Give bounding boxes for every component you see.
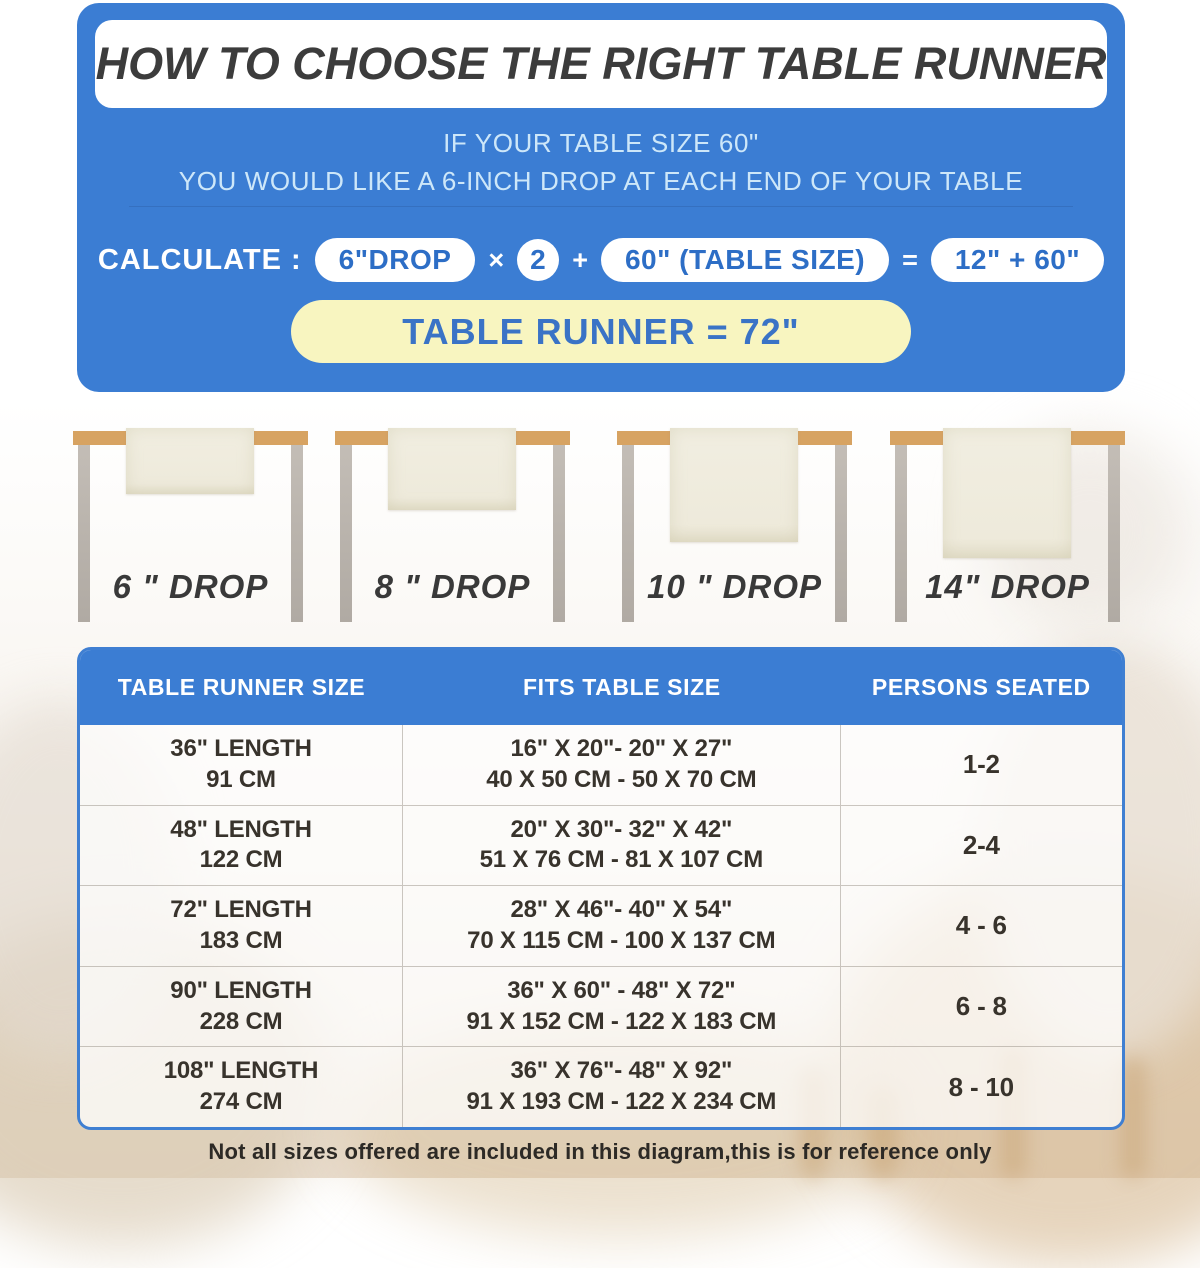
persons-seated: 8 - 10 bbox=[948, 1071, 1014, 1102]
runner-shape bbox=[388, 428, 516, 510]
title-bar: HOW TO CHOOSE THE RIGHT TABLE RUNNER bbox=[95, 20, 1107, 108]
runner-size-inches: 72" LENGTH bbox=[170, 896, 312, 924]
drop-value-pill: 6"DROP bbox=[314, 238, 476, 282]
column-header: FITS TABLE SIZE bbox=[522, 674, 721, 700]
fits-cm: 51 X 76 CM - 81 X 107 CM bbox=[479, 846, 764, 874]
persons-seated: 1-2 bbox=[962, 749, 1000, 780]
table-row: 108" LENGTH 274 CM 36" X 76"- 48" X 92" … bbox=[80, 1046, 1122, 1127]
fits-inches: 20" X 30"- 32" X 42" bbox=[510, 815, 733, 843]
runner-shape bbox=[670, 428, 798, 542]
result-pill: TABLE RUNNER = 72" bbox=[291, 300, 911, 363]
table-leg bbox=[78, 444, 90, 622]
divider-line bbox=[129, 206, 1073, 207]
table-diagram-14in: 14" DROP bbox=[890, 428, 1125, 633]
runner-size-cm: 91 CM bbox=[206, 765, 276, 793]
plus-operator: + bbox=[572, 244, 588, 275]
column-header: PERSONS SEATED bbox=[871, 674, 1091, 700]
runner-size-cm: 122 CM bbox=[199, 846, 283, 874]
persons-seated: 2-4 bbox=[962, 829, 1000, 860]
fits-cm: 40 X 50 CM - 50 X 70 CM bbox=[486, 765, 757, 793]
runner-shape bbox=[943, 428, 1071, 558]
header-panel: HOW TO CHOOSE THE RIGHT TABLE RUNNER IF … bbox=[77, 3, 1125, 392]
size-chart-body: 36" LENGTH 91 CM 16" X 20"- 20" X 27" 40… bbox=[80, 725, 1122, 1127]
table-leg bbox=[622, 444, 634, 622]
runner-size-cm: 274 CM bbox=[199, 1088, 283, 1116]
fits-inches: 16" X 20"- 20" X 27" bbox=[510, 735, 733, 763]
table-leg bbox=[1108, 444, 1120, 622]
drop-label: 10 " DROP bbox=[646, 568, 823, 605]
size-chart-header: TABLE RUNNER SIZE FITS TABLE SIZE PERSON… bbox=[80, 650, 1122, 725]
table-diagram-6in: 6 " DROP bbox=[73, 428, 308, 633]
table-row: 90" LENGTH 228 CM 36" X 60" - 48" X 72" … bbox=[80, 965, 1122, 1047]
drop-label: 14" DROP bbox=[925, 568, 1090, 605]
drop-label: 8 " DROP bbox=[374, 568, 531, 605]
fits-cm: 91 X 193 CM - 122 X 234 CM bbox=[466, 1088, 777, 1116]
table-row: 36" LENGTH 91 CM 16" X 20"- 20" X 27" 40… bbox=[80, 725, 1122, 805]
table-leg bbox=[895, 444, 907, 622]
calculate-label: CALCULATE : bbox=[97, 243, 302, 276]
persons-seated: 6 - 8 bbox=[955, 990, 1007, 1021]
column-header: TABLE RUNNER SIZE bbox=[117, 674, 366, 700]
sum-pill: 12" + 60" bbox=[930, 238, 1105, 282]
calculation-row: CALCULATE : 6"DROP × 2 + 60" (TABLE SIZE… bbox=[77, 235, 1125, 285]
subtitle-line2: YOU WOULD LIKE A 6-INCH DROP AT EACH END… bbox=[178, 166, 1024, 196]
runner-size-inches: 36" LENGTH bbox=[170, 735, 312, 763]
runner-size-cm: 228 CM bbox=[199, 1007, 283, 1035]
fits-cm: 91 X 152 CM - 122 X 183 CM bbox=[466, 1007, 777, 1035]
table-row: 72" LENGTH 183 CM 28" X 46"- 40" X 54" 7… bbox=[80, 885, 1122, 966]
table-leg bbox=[340, 444, 352, 622]
persons-seated: 4 - 6 bbox=[955, 910, 1007, 941]
multiply-operator: × bbox=[488, 244, 505, 275]
runner-size-inches: 108" LENGTH bbox=[163, 1057, 319, 1085]
fits-inches: 28" X 46"- 40" X 54" bbox=[510, 896, 733, 924]
table-leg bbox=[835, 444, 847, 622]
fits-cm: 70 X 115 CM - 100 X 137 CM bbox=[467, 926, 776, 954]
drop-label: 6 " DROP bbox=[112, 568, 269, 605]
fits-inches: 36" X 60" - 48" X 72" bbox=[507, 976, 736, 1004]
subtitle-line1: IF YOUR TABLE SIZE 60" bbox=[443, 128, 759, 158]
table-leg bbox=[291, 444, 303, 622]
runner-size-inches: 90" LENGTH bbox=[170, 976, 312, 1004]
result-text: TABLE RUNNER = 72" bbox=[402, 310, 800, 352]
page-title: HOW TO CHOOSE THE RIGHT TABLE RUNNER bbox=[95, 38, 1107, 89]
table-leg bbox=[553, 444, 565, 622]
multiplier-pill: 2 bbox=[517, 239, 560, 281]
footer-note: Not all sizes offered are included in th… bbox=[208, 1139, 992, 1164]
fits-inches: 36" X 76"- 48" X 92" bbox=[510, 1057, 733, 1085]
runner-shape bbox=[126, 428, 254, 494]
equals-operator: = bbox=[902, 244, 918, 275]
table-size-pill: 60" (TABLE SIZE) bbox=[600, 238, 890, 282]
table-row: 48" LENGTH 122 CM 20" X 30"- 32" X 42" 5… bbox=[80, 804, 1122, 886]
runner-size-inches: 48" LENGTH bbox=[170, 815, 312, 843]
runner-size-cm: 183 CM bbox=[199, 926, 283, 954]
size-chart: TABLE RUNNER SIZE FITS TABLE SIZE PERSON… bbox=[77, 647, 1125, 1130]
table-diagram-10in: 10 " DROP bbox=[617, 428, 852, 633]
table-diagram-8in: 8 " DROP bbox=[335, 428, 570, 633]
